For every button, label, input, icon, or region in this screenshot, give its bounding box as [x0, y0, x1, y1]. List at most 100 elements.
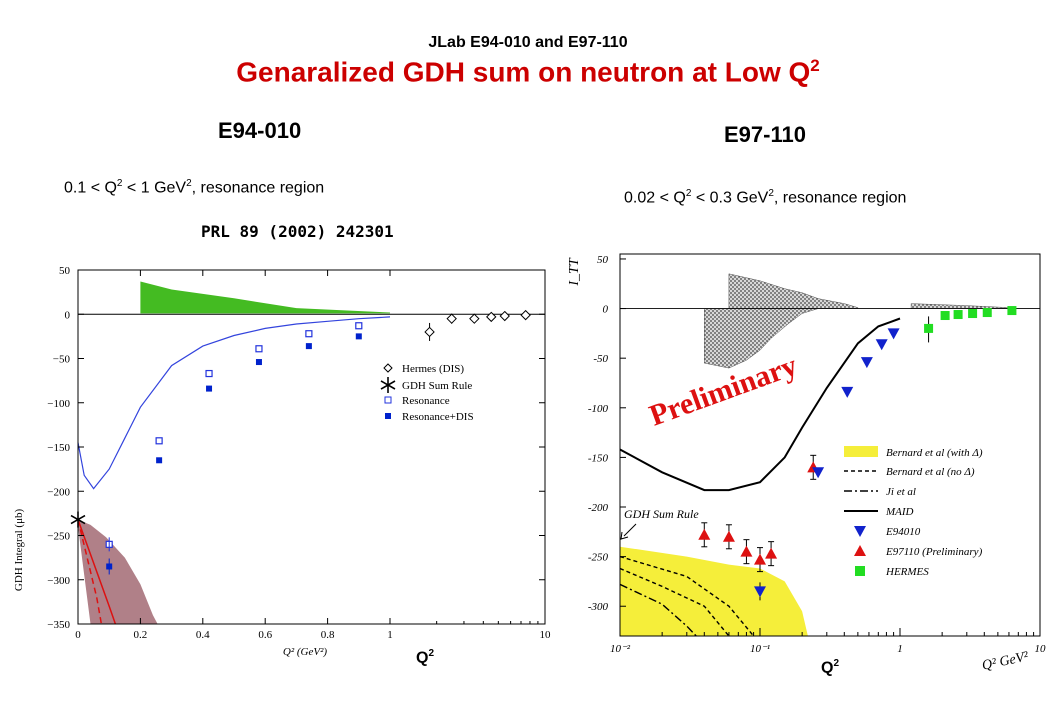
left-x-tick-label: 10 — [540, 629, 552, 641]
hatched-band-lower — [704, 308, 819, 369]
legend-label: Hermes (DIS) — [402, 363, 464, 375]
left-range-suffix: , resonance region — [191, 179, 325, 197]
e97110-point — [740, 545, 753, 557]
hermes-point — [520, 309, 531, 321]
left-y-tick-label: −100 — [47, 398, 70, 410]
e94010-point — [887, 328, 900, 340]
right-x-tick-label: 1 — [897, 643, 903, 655]
resonance-dis-point — [355, 333, 362, 340]
right-y-tick-label: 50 — [597, 254, 609, 266]
right-x-tick-label: 10⁻¹ — [750, 643, 770, 655]
resonance-point — [355, 322, 363, 330]
legend-bernard-delta-swatch — [844, 446, 878, 457]
left-y-tick-label: −350 — [47, 619, 70, 631]
e94010-point — [812, 467, 825, 479]
right-itt-chart: 50 0 -50 -100 -150 -200 -250 -300 10⁻² 10⁻¹ 1 10 Be… — [566, 240, 1056, 680]
hermes-point — [424, 326, 435, 338]
e97110-point — [754, 553, 766, 565]
resonance-dis-point — [206, 385, 213, 392]
right-experiment-label: E97-110 — [724, 122, 806, 147]
right-range-text: 0.02 < Q2 < 0.3 GeV2, resonance region — [624, 188, 906, 207]
right-range-mid: < 0.3 GeV — [691, 189, 769, 207]
resonance-point — [305, 330, 313, 338]
left-range-text: 0.1 < Q2 < 1 GeV2, resonance region — [64, 178, 324, 197]
right-axes: 50 0 -50 -100 -150 -200 -250 -300 10⁻² 10⁻¹ 1 10 — [588, 253, 1047, 655]
right-x-tick-label: 10 — [1035, 643, 1047, 655]
experiments-header: JLab E94-010 and E97-110 — [428, 34, 628, 51]
left-gdh-chart: 50 0 −50 −100 −150 −200 −250 −300 −350 0 0.2 0.4 0.6… — [10, 250, 560, 680]
theory-band-bottom — [78, 519, 158, 624]
left-y-tick-label: −250 — [47, 531, 70, 543]
left-y-axis-label: GDH Integral (μb) — [13, 509, 25, 592]
right-data-points — [698, 306, 1017, 601]
legend-e94010-marker — [854, 526, 866, 537]
hermes-point — [499, 310, 510, 322]
left-y-tick-label: 50 — [59, 265, 71, 277]
left-legend: Hermes (DIS) GDH Sum Rule Resonance Resonan… — [380, 363, 474, 423]
legend-label: E97110 (Preliminary) — [885, 546, 983, 558]
legend-hermes-marker — [855, 566, 865, 576]
left-experiment-label: E94-010 — [218, 118, 302, 143]
gdh-sum-rule-point — [70, 514, 86, 525]
left-x-tick-label: 0.8 — [321, 629, 335, 641]
main-title-superscript: 2 — [810, 56, 820, 75]
hermes-point — [446, 313, 457, 324]
left-q-sup: 2 — [428, 648, 435, 659]
right-y-tick-label: -250 — [588, 552, 609, 564]
left-y-tick-label: −300 — [47, 575, 70, 587]
resonance-point — [205, 369, 213, 378]
left-axes: 50 0 −50 −100 −150 −200 −250 −300 −350 0 0.2 0.4 0.6… — [47, 265, 551, 641]
legend-label: GDH Sum Rule — [402, 380, 472, 392]
gdh-annotation-arrowhead — [620, 531, 629, 540]
main-title: Genaralized GDH sum on neutron at Low Q2 — [0, 56, 1056, 88]
right-range-suffix: , resonance region — [773, 189, 907, 207]
legend-label: Resonance — [402, 395, 450, 407]
left-range-prefix: 0.1 < Q — [64, 179, 117, 197]
right-x-tick-label: 10⁻² — [610, 643, 631, 655]
right-q-sup: 2 — [833, 658, 840, 669]
resonance-point — [255, 345, 263, 353]
e94010-point — [841, 386, 854, 398]
systematic-band-top — [140, 281, 390, 314]
hermes-point — [486, 311, 497, 323]
legend-label: Bernard et al (no Δ) — [886, 466, 975, 478]
legend-e97110-marker — [854, 545, 866, 556]
right-q2-label: Q2 — [821, 658, 839, 677]
resonance-dis-point — [255, 359, 262, 366]
main-title-text: Genaralized GDH sum on neutron at Low Q — [236, 56, 811, 88]
right-plot-frame — [619, 253, 1041, 637]
e97110-point — [765, 547, 778, 559]
left-range-mid: < 1 GeV — [122, 179, 187, 197]
resonance-dis-point — [156, 457, 163, 464]
left-x-tick-label: 0.6 — [258, 629, 272, 641]
right-y-axis-label: I_TT — [567, 257, 582, 286]
right-legend: Bernard et al (with Δ) Bernard et al (no … — [844, 446, 983, 578]
left-reference: PRL 89 (2002) 242301 — [201, 222, 394, 241]
right-y-tick-label: -200 — [588, 502, 609, 514]
resonance-dis-point — [305, 343, 312, 350]
bernard-delta-band — [620, 546, 808, 636]
legend-label: MAID — [885, 506, 914, 518]
e94010-point — [754, 586, 766, 598]
left-data-points — [70, 309, 531, 575]
legend-gdh-marker — [380, 380, 396, 390]
resonance-point — [155, 437, 163, 445]
left-y-tick-label: −150 — [47, 442, 70, 454]
left-x-tick-label: 1 — [387, 629, 393, 641]
resonance-dis-point — [106, 563, 113, 570]
right-y-tick-label: -150 — [588, 452, 609, 464]
left-y-tick-label: −200 — [47, 486, 70, 498]
right-range-sup2: 2 — [768, 188, 774, 199]
left-x-tick-label: 0.2 — [134, 629, 148, 641]
right-range-sup1: 2 — [685, 188, 692, 199]
left-x-axis-label: Q² (GeV²) — [283, 646, 327, 658]
left-q2-label: Q2 — [416, 648, 434, 667]
hermes-point — [924, 323, 934, 333]
legend-resonance-dis-marker — [385, 413, 391, 419]
e97110-point — [698, 528, 711, 540]
theory-line-dashed — [77, 519, 103, 625]
legend-label: HERMES — [885, 566, 929, 578]
systematic-hatched-bands — [704, 273, 1014, 369]
legend-label: E94010 — [885, 526, 921, 538]
gdh-annotation-arrow — [623, 523, 637, 537]
